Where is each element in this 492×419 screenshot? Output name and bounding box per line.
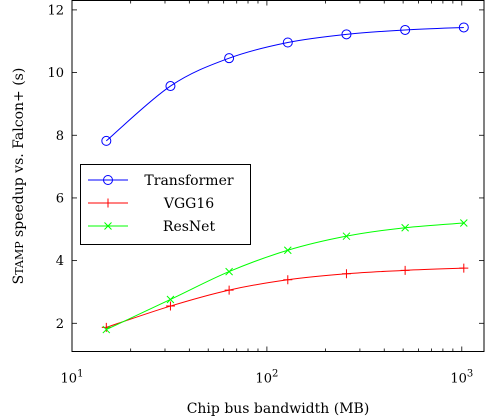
data-point-vgg16: [224, 285, 234, 295]
plot-frame: [71, 0, 485, 352]
data-point-vgg16: [341, 269, 351, 279]
legend-item-transformer: Transformer: [88, 173, 234, 189]
data-point-resnet: [342, 232, 351, 241]
series-layer: [101, 22, 469, 334]
data-point-transformer: [458, 22, 469, 33]
data-point-transformer: [282, 37, 293, 48]
legend-marker-resnet: [104, 222, 112, 230]
data-point-vgg16: [400, 265, 410, 275]
legend: Transformer VGG16 ResNet: [80, 164, 251, 245]
data-point-resnet: [401, 223, 409, 232]
data-point-vgg16: [101, 322, 111, 332]
legend-item-resnet: ResNet: [88, 219, 215, 235]
x-tick-label: 103: [450, 369, 473, 387]
y-tick-label: 8: [56, 129, 64, 144]
x-tick-label: 101: [61, 369, 84, 387]
series-transformer: [101, 22, 469, 146]
data-point-resnet: [459, 219, 468, 227]
y-tick-label: 10: [47, 66, 64, 81]
data-point-resnet: [283, 246, 292, 255]
data-point-resnet: [225, 267, 233, 276]
x-axis-label: Chip bus bandwidth (MB): [187, 401, 370, 417]
y-tick-label: 6: [56, 191, 64, 206]
legend-marker-transformer: [103, 175, 113, 185]
legend-items: Transformer VGG16 ResNet: [88, 173, 234, 235]
data-point-transformer: [165, 81, 176, 92]
data-point-vgg16: [165, 301, 175, 311]
y-tick-label: 4: [56, 254, 64, 269]
data-point-vgg16: [283, 275, 293, 285]
y-tick-label: 2: [56, 317, 64, 332]
y-tick-label: 12: [47, 3, 64, 18]
axes: 101 102 103 2 4 6 8 10 12: [47, 0, 484, 387]
data-point-vgg16: [459, 263, 469, 273]
data-point-transformer: [101, 135, 112, 146]
series-resnet: [102, 219, 468, 334]
legend-label-resnet: ResNet: [163, 219, 216, 235]
data-point-transformer: [224, 53, 235, 64]
data-point-resnet: [102, 325, 111, 334]
legend-box: [80, 164, 251, 245]
data-point-transformer: [341, 29, 352, 40]
series-line-vgg16: [106, 267, 464, 328]
legend-label-vgg16: VGG16: [163, 196, 214, 212]
series-vgg16: [101, 263, 469, 332]
legend-marker-vgg16: [103, 198, 113, 208]
y-axis-label: STAMP speedup vs. Falcon+ (s): [11, 68, 27, 285]
x-tick-label: 102: [255, 369, 278, 387]
data-point-resnet: [166, 295, 175, 304]
legend-label-transformer: Transformer: [144, 173, 233, 189]
series-line-transformer: [105, 26, 464, 142]
data-point-transformer: [400, 24, 411, 35]
legend-item-vgg16: VGG16: [88, 196, 214, 212]
